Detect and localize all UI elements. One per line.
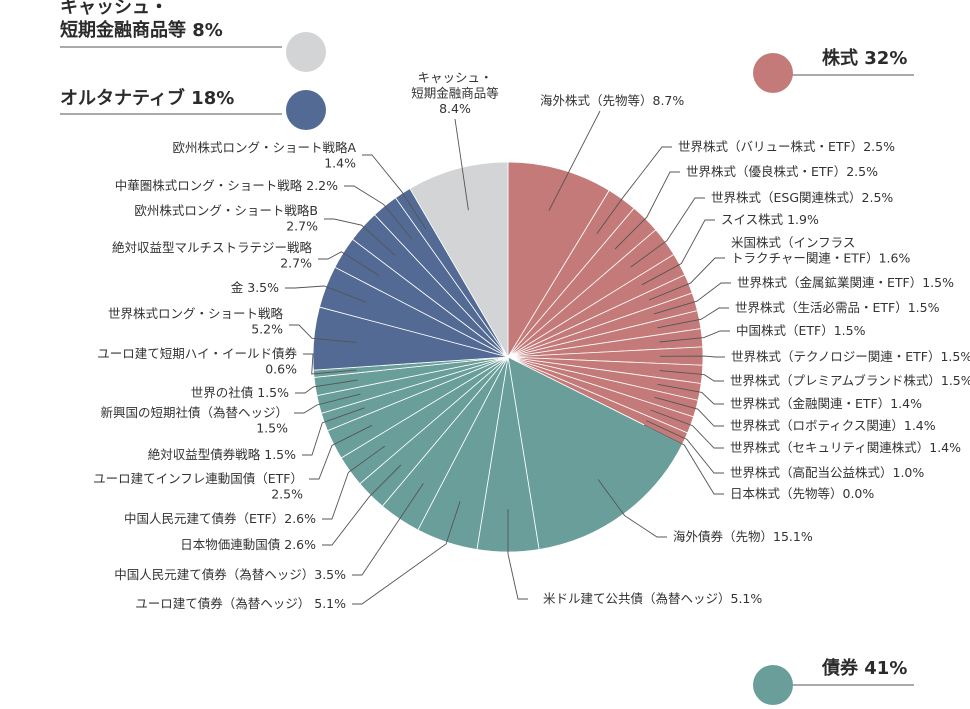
slice-label: 新興国の短期社債（為替ヘッジ） 1.5% bbox=[100, 405, 288, 436]
slice-label: 世界株式（テクノロジー関連・ETF）1.5% bbox=[731, 349, 970, 364]
slice-label: 海外株式（先物等）8.7% bbox=[540, 93, 684, 108]
slice-label: 欧州株式ロング・ショート戦略B 2.7% bbox=[134, 203, 318, 234]
legend-label: 株式 32% bbox=[822, 47, 907, 69]
leader-line bbox=[309, 424, 373, 480]
leader-line bbox=[659, 330, 730, 343]
slice-label: 世界株式（金属鉱業関連・ETF）1.5% bbox=[737, 275, 954, 290]
slice-label: ユーロ建て短期ハイ・イールド債券 0.6% bbox=[97, 346, 297, 377]
leader-line bbox=[294, 393, 361, 414]
leader-line bbox=[597, 479, 667, 538]
slice-label: 世界株式（プレミアムブランド株式）1.5% bbox=[730, 373, 970, 388]
leader-line bbox=[507, 509, 528, 600]
leader-line bbox=[352, 501, 461, 605]
leader-line bbox=[614, 171, 680, 250]
category-legend: 株式 32% 債券 41% オルタナティブ 18% キャッシュ・短期金融商品等 8% bbox=[60, 0, 914, 705]
slice-label: 中国人民元建て債券（ETF）2.6% bbox=[124, 511, 316, 526]
legend-swatch bbox=[753, 665, 793, 705]
leader-line bbox=[352, 483, 424, 576]
leader-line bbox=[648, 257, 725, 301]
slice-label: 世界株式（高配当公益株式）1.0% bbox=[730, 465, 924, 480]
slice-label: 世界株式（ロボティクス関連）1.4% bbox=[730, 418, 936, 433]
leader-line bbox=[302, 407, 365, 456]
leader-line bbox=[289, 324, 357, 343]
leader-line bbox=[643, 424, 724, 495]
pie-slices bbox=[312, 161, 704, 553]
leader-line bbox=[630, 197, 705, 268]
slice-label: 金 3.5% bbox=[231, 280, 279, 295]
legend-item-cash: キャッシュ・短期金融商品等 8% bbox=[60, 0, 326, 72]
slice-label: 中華圏株式ロング・ショート戦略 2.2% bbox=[115, 178, 338, 193]
legend-label: オルタナティブ 18% bbox=[60, 87, 234, 109]
slice-label: 日本株式（先物等）0.0% bbox=[730, 486, 874, 501]
leader-line bbox=[454, 118, 469, 211]
leader-line bbox=[362, 154, 427, 230]
slice-label: ユーロ建て債券（為替ヘッジ） 5.1% bbox=[135, 596, 346, 611]
leader-line bbox=[654, 396, 724, 427]
leader-line bbox=[659, 370, 724, 382]
leader-line bbox=[318, 251, 380, 277]
slice-label: 世界株式（金融関連・ETF）1.4% bbox=[730, 396, 922, 411]
leader-line bbox=[653, 282, 731, 315]
leader-line bbox=[641, 219, 715, 286]
slice-label: 欧州株式ロング・ショート戦略A 1.4% bbox=[172, 140, 356, 171]
slice-label: 絶対収益型債券戦略 1.5% bbox=[148, 447, 296, 462]
slice-label: 絶対収益型マルチストラテジー戦略 2.7% bbox=[112, 240, 313, 271]
legend-swatch bbox=[753, 53, 793, 93]
legend-label: キャッシュ・短期金融商品等 8% bbox=[60, 0, 223, 41]
slice-label: 日本物価連動国債 2.6% bbox=[180, 537, 316, 552]
legend-item-bonds: 債券 41% bbox=[753, 657, 914, 705]
slice-label: 中国人民元建て債券（為替ヘッジ）3.5% bbox=[114, 567, 346, 582]
legend-swatch bbox=[286, 90, 326, 130]
pie-slice bbox=[409, 161, 509, 359]
slice-label: 米ドル建て公共債（為替ヘッジ）5.1% bbox=[543, 591, 762, 606]
legend-item-alternatives: オルタナティブ 18% bbox=[60, 87, 326, 130]
slice-labels: 海外株式（先物等）8.7% 世界株式（バリュー株式・ETF）2.5% 世界株式（優良… bbox=[93, 70, 970, 611]
leader-line bbox=[324, 218, 396, 256]
leader-line bbox=[657, 383, 724, 405]
pie-slice bbox=[507, 161, 610, 359]
slice-label: 世界株式（優良株式・ETF）2.5% bbox=[686, 164, 878, 179]
leader-line bbox=[657, 307, 729, 329]
legend-item-stocks: 株式 32% bbox=[753, 47, 914, 93]
slice-label: 海外債券（先物）15.1% bbox=[673, 529, 813, 544]
leader-line bbox=[295, 379, 358, 394]
leader-lines bbox=[285, 110, 731, 605]
leader-line bbox=[285, 285, 367, 303]
leader-line bbox=[322, 464, 402, 546]
slice-label: キャッシュ・短期金融商品等 8.4% bbox=[411, 70, 499, 116]
leader-line bbox=[322, 445, 386, 520]
leader-line bbox=[650, 409, 724, 449]
legend-label: 債券 41% bbox=[821, 657, 907, 679]
slice-label: 世界株式ロング・ショート戦略 5.2% bbox=[108, 306, 284, 337]
slice-label: 世界株式（バリュー株式・ETF）2.5% bbox=[678, 139, 895, 154]
leader-line bbox=[660, 355, 725, 358]
slice-label: 世界の社債 1.5% bbox=[191, 385, 289, 400]
slice-label: スイス株式 1.9% bbox=[721, 212, 819, 227]
leader-line bbox=[596, 146, 672, 234]
leader-line bbox=[548, 110, 601, 211]
slice-label: 世界株式（セキュリティ関連株式）1.4% bbox=[730, 440, 961, 455]
slice-label: ユーロ建てインフレ連動国債（ETF） 2.5% bbox=[93, 471, 303, 502]
legend-swatch bbox=[286, 32, 326, 72]
slice-label: 世界株式（生活必需品・ETF）1.5% bbox=[735, 300, 940, 315]
slice-label: 米国株式（インフラストラクチャー関連・ETF）1.6% bbox=[731, 235, 910, 266]
leader-line bbox=[344, 185, 413, 240]
leader-line bbox=[646, 420, 724, 474]
slice-label: 世界株式（ESG関連株式）2.5% bbox=[711, 190, 893, 205]
leader-line bbox=[303, 353, 357, 375]
slice-label: 中国株式（ETF）1.5% bbox=[736, 323, 866, 338]
